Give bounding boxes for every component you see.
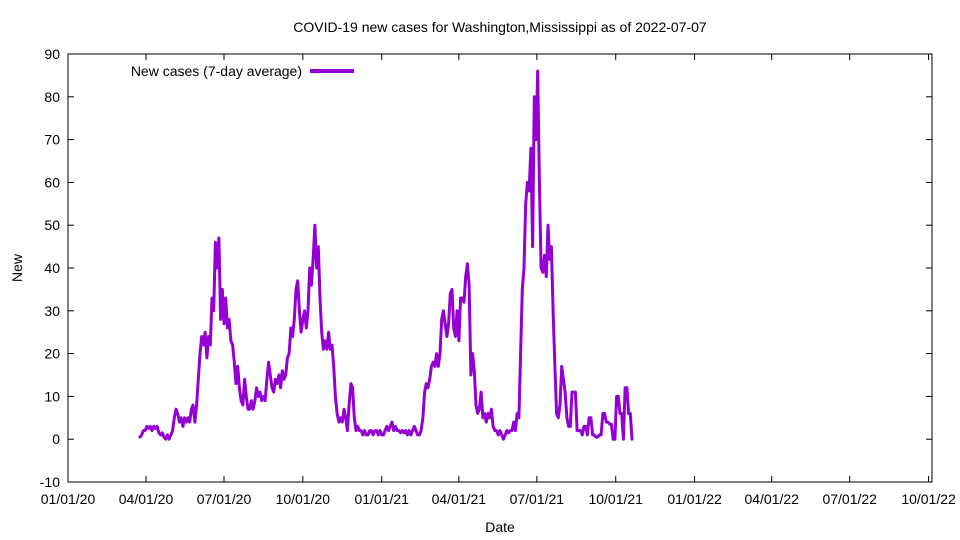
x-tick-label: 07/01/20 <box>197 491 252 507</box>
x-tick-label: 04/01/21 <box>432 491 487 507</box>
y-tick-label: 50 <box>44 217 60 233</box>
y-axis: -10 0 10 20 30 40 50 60 70 80 90 <box>40 46 932 490</box>
y-tick-label: 70 <box>44 132 60 148</box>
x-axis-label: Date <box>485 519 515 535</box>
chart-title: COVID-19 new cases for Washington,Missis… <box>293 19 707 35</box>
x-tick-label: 10/01/20 <box>276 491 331 507</box>
series-layer <box>138 69 634 441</box>
y-tick-label: 60 <box>44 174 60 190</box>
y-tick-label: 20 <box>44 346 60 362</box>
x-axis: 01/01/20 04/01/20 07/01/20 10/01/20 01/01/21… <box>41 54 956 507</box>
y-tick-label: -10 <box>40 474 60 490</box>
y-tick-label: 0 <box>52 431 60 447</box>
x-tick-label: 07/01/22 <box>822 491 877 507</box>
x-tick-label: 01/01/22 <box>667 491 722 507</box>
legend: New cases (7-day average) <box>131 63 354 79</box>
plot-frame <box>67 53 933 483</box>
x-tick-label: 10/01/22 <box>901 491 956 507</box>
x-tick-label: 10/01/21 <box>588 491 643 507</box>
y-tick-label: 30 <box>44 303 60 319</box>
y-tick-label: 90 <box>44 46 60 62</box>
y-tick-label: 40 <box>44 260 60 276</box>
legend-label: New cases (7-day average) <box>131 63 302 79</box>
x-tick-label: 01/01/20 <box>41 491 96 507</box>
x-tick-label: 04/01/20 <box>119 491 174 507</box>
y-tick-label: 80 <box>44 89 60 105</box>
x-tick-label: 01/01/21 <box>354 491 409 507</box>
x-tick-label: 04/01/22 <box>744 491 799 507</box>
series-line-0 <box>138 69 634 441</box>
y-axis-label: New <box>9 253 25 282</box>
y-tick-label: 10 <box>44 388 60 404</box>
x-tick-label: 07/01/21 <box>510 491 565 507</box>
